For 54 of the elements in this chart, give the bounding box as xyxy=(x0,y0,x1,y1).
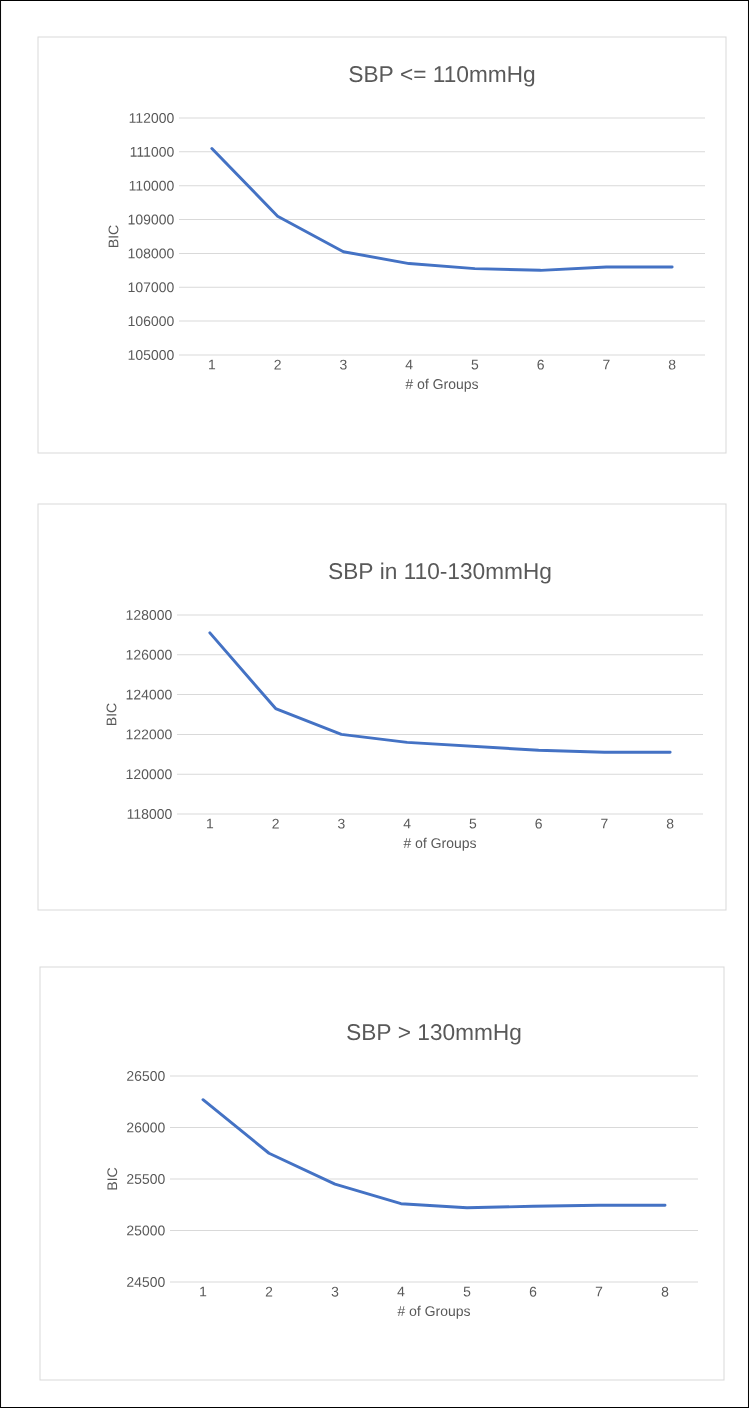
y-tick-label: 112000 xyxy=(129,113,174,123)
x-axis-title: # of Groups xyxy=(397,1305,471,1319)
x-tick-label: 3 xyxy=(338,818,345,829)
y-tick-label: 122000 xyxy=(126,729,172,740)
y-tick-label: 111000 xyxy=(130,146,174,157)
x-tick-label: 6 xyxy=(537,359,544,370)
x-axis-title: # of Groups xyxy=(403,837,477,851)
x-tick-label: 7 xyxy=(603,359,610,370)
x-tick-label: 8 xyxy=(666,818,674,829)
x-tick-label: 2 xyxy=(272,818,279,829)
y-tick-label: 26500 xyxy=(127,1071,165,1081)
line-series xyxy=(210,146,674,272)
x-tick-label: 5 xyxy=(471,359,479,370)
x-tick-label: 2 xyxy=(265,1286,273,1297)
x-tick-label: 2 xyxy=(274,359,281,370)
x-tick-label: 8 xyxy=(661,1286,669,1297)
x-tick-label: 4 xyxy=(397,1286,405,1297)
x-tick-label: 7 xyxy=(595,1286,603,1297)
chart-title: SBP <= 110mmHg xyxy=(349,66,535,87)
y-tick-label: 26000 xyxy=(127,1122,165,1133)
y-tick-label: 24500 xyxy=(127,1277,165,1287)
x-tick-label: 3 xyxy=(331,1286,339,1297)
y-axis-title: BIC xyxy=(106,703,117,726)
y-tick-label: 110000 xyxy=(129,180,174,191)
x-tick-label: 1 xyxy=(200,1286,207,1297)
x-tick-label: 1 xyxy=(207,818,214,829)
x-tick-label: 3 xyxy=(340,359,347,370)
x-tick-label: 6 xyxy=(529,1286,537,1297)
y-tick-label: 124000 xyxy=(126,689,172,700)
x-tick-label: 5 xyxy=(463,1286,471,1297)
x-tick-label: 7 xyxy=(601,818,608,829)
y-tick-label: 109000 xyxy=(128,214,174,225)
chart-title: SBP in 110-130mmHg xyxy=(329,562,551,584)
y-tick-label: 106000 xyxy=(128,316,174,327)
y-axis-title: BIC xyxy=(107,1167,118,1190)
y-tick-label: 128000 xyxy=(126,610,172,620)
y-tick-label: 126000 xyxy=(126,649,172,660)
x-tick-label: 4 xyxy=(405,359,413,370)
y-tick-label: 25500 xyxy=(127,1174,165,1184)
x-tick-label: 6 xyxy=(535,818,542,829)
x-tick-label: 8 xyxy=(668,359,676,370)
line-series xyxy=(201,1098,667,1210)
y-tick-label: 118000 xyxy=(127,809,172,819)
y-tick-label: 105000 xyxy=(128,350,174,360)
chart-title: SBP > 130mmHg xyxy=(347,1024,521,1045)
x-tick-label: 5 xyxy=(469,818,477,829)
y-axis-title: BIC xyxy=(108,225,119,247)
y-tick-label: 108000 xyxy=(128,248,174,259)
y-tick-label: 120000 xyxy=(126,769,172,780)
y-tick-label: 107000 xyxy=(128,282,174,293)
y-tick-label: 25000 xyxy=(127,1225,165,1236)
x-tick-label: 1 xyxy=(209,359,216,370)
x-axis-title: # of Groups xyxy=(405,378,479,392)
x-tick-label: 4 xyxy=(403,818,411,829)
